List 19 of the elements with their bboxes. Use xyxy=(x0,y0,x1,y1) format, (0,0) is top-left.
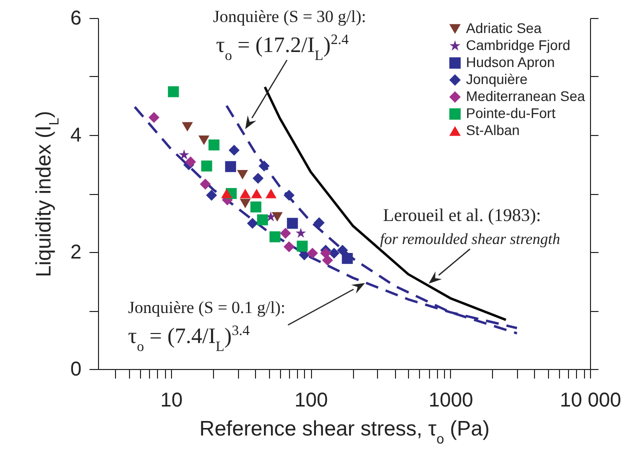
x-axis-title: Reference shear stress, τ$_{o}$ (Pa) xyxy=(199,418,490,446)
annotation: Jonquière (S = 30 g/l): τ$_{o}$ = (17.2/I$_{L}$)$^{2.4}$ xyxy=(213,7,366,64)
legend-label: Mediterranean Sea xyxy=(466,88,586,104)
annotation: Jonquière (S = 0.1 g/l): τ$_{o}$ = (7.4/I$_{L}$)$^{3.4}$ xyxy=(128,298,286,355)
legend-label: Adriatic Sea xyxy=(466,20,542,36)
x-tick-label: 100 xyxy=(294,390,328,412)
legend-label: Hudson Apron xyxy=(466,54,555,70)
legend-label: St-Alban xyxy=(466,122,520,138)
y-tick-label: 4 xyxy=(70,124,82,146)
y-tick-label: 0 xyxy=(70,358,82,380)
annotation: Leroueil et al. (1983): for remoulded shear strength xyxy=(380,205,560,248)
legend-label: Jonquière xyxy=(466,71,528,87)
x-tick-label: 1000 xyxy=(428,390,474,412)
x-tick-label: 10 xyxy=(160,390,183,412)
y-tick-label: 6 xyxy=(70,8,82,30)
x-tick-label: 10 000 xyxy=(560,390,622,412)
legend-label: Pointe-du-Fort xyxy=(466,105,556,121)
legend-label: Cambridge Fjord xyxy=(466,37,570,53)
y-tick-label: 2 xyxy=(70,242,82,264)
